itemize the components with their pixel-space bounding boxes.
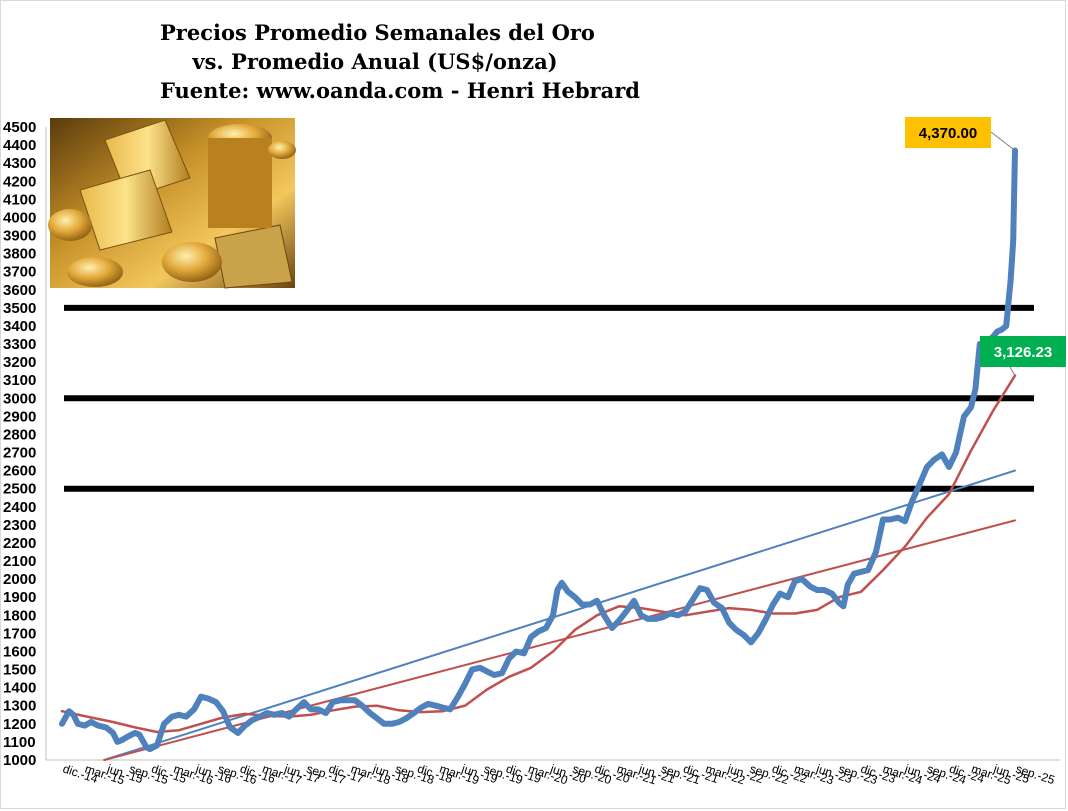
y-tick-label: 3300 [3,336,36,353]
x-tick-labels: dic.-14mar.-15jun.-15sep.-15dic.-15mar.-… [61,761,1057,787]
y-tick-label: 2000 [3,571,36,588]
weekly-price-line [59,147,1018,753]
y-tick-label: 3000 [3,390,36,407]
latest-price-callout-leader [990,131,1016,151]
y-tick-label: 2700 [3,445,36,462]
y-tick-label: 1400 [3,680,36,697]
y-tick-label: 4200 [3,173,36,190]
y-tick-label: 1600 [3,643,36,660]
trend-lines [103,469,1016,761]
gold-bars-and-coins-photo [48,118,296,289]
y-tick-label: 2400 [3,499,36,516]
y-tick-label: 3400 [3,318,36,335]
latest-price-callout-box [905,117,991,148]
y-tick-label: 1700 [3,625,36,642]
y-tick-label: 3600 [3,282,36,299]
gold-bar-lower [79,169,173,251]
trend-line-blue [103,469,1016,761]
callouts: 4,370.00 3,126.23 [905,117,1066,376]
y-tick-label: 3100 [3,372,36,389]
y-tick-label: 1300 [3,698,36,715]
y-tick-label: 1000 [3,752,36,769]
y-tick-label: 1800 [3,607,36,624]
annual-average-callout-leader [1009,366,1016,376]
coin-stack [208,138,272,228]
y-tick-label: 3800 [3,246,36,263]
reference-lines [64,304,1034,492]
chart-title: Precios Promedio Semanales del Oro vs. P… [160,18,640,105]
y-tick-label: 1900 [3,589,36,606]
y-tick-label: 2800 [3,426,36,443]
annual-average-callout-box [980,336,1066,367]
y-tick-label: 2300 [3,517,36,534]
y-tick-label: 2500 [3,481,36,498]
coin-front [162,242,222,282]
y-tick-label: 3500 [3,300,36,317]
coin-front-left [67,257,123,287]
y-tick-label: 4000 [3,209,36,226]
latest-price-callout-label: 4,370.00 [919,125,977,142]
y-tick-label: 3200 [3,354,36,371]
y-tick-label: 2900 [3,408,36,425]
chart-title-line-1: Precios Promedio Semanales del Oro [160,20,595,45]
y-tick-label: 4500 [3,119,36,136]
y-tick-label: 2600 [3,463,36,480]
y-tick-label: 4300 [3,155,36,172]
gold-bar-right [214,224,293,289]
trend-line-red [103,519,1016,761]
y-tick-label: 2200 [3,535,36,552]
y-tick-label: 4100 [3,191,36,208]
y-tick-label: 1500 [3,662,36,679]
series-lines [59,147,1018,753]
y-tick-label: 3900 [3,228,36,245]
coin-stack-right-top [268,141,296,159]
y-tick-label: 3700 [3,264,36,281]
chart-title-line-2: vs. Promedio Anual (US$/onza) [192,49,558,74]
annual-average-callout-label: 3,126.23 [994,344,1052,361]
y-tick-label: 1100 [3,734,36,751]
y-tick-label: 1200 [3,716,36,733]
y-tick-label: 4400 [3,137,36,154]
y-tick-label: 2100 [3,553,36,570]
chart-title-line-3: Fuente: www.oanda.com - Henri Hebrard [160,78,640,103]
coin-left [48,209,92,241]
